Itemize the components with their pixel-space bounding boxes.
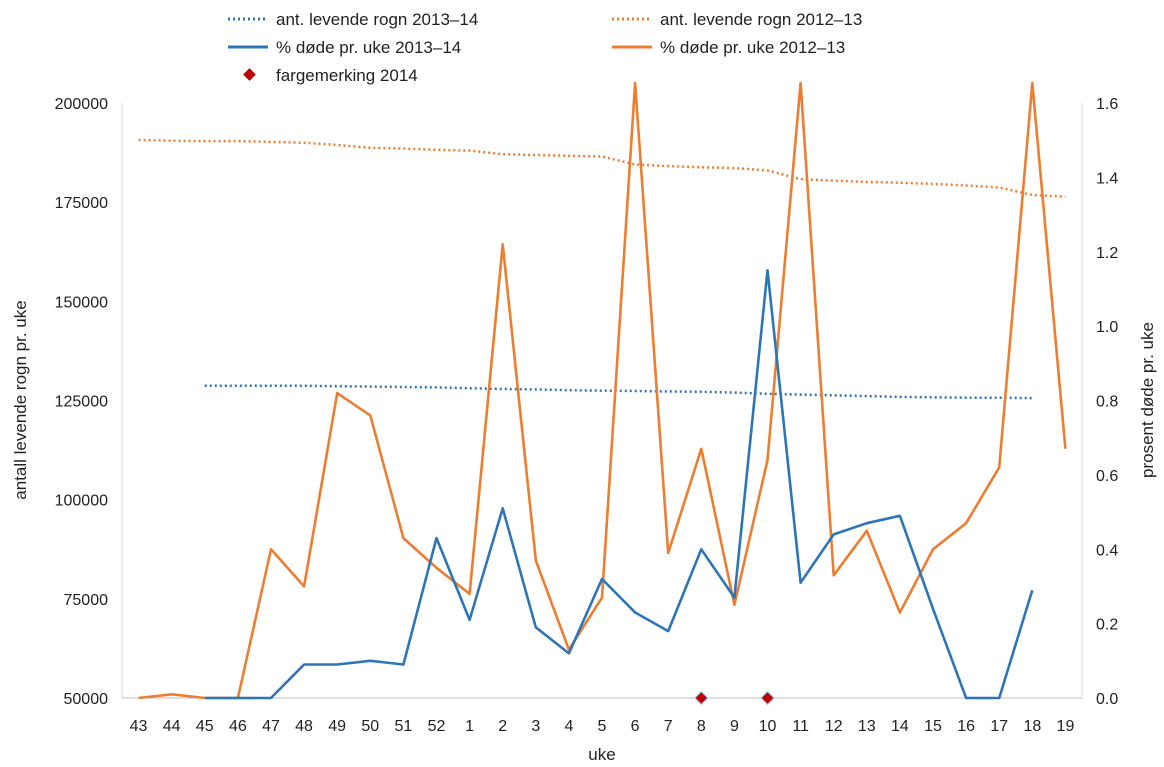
x-tick-label: 8 (697, 718, 706, 735)
y-tick-label-left: 50000 (64, 691, 109, 708)
x-tick-label: 14 (891, 718, 909, 735)
series-line (204, 269, 1034, 700)
y-tick-label-right: 0.8 (1096, 394, 1118, 411)
x-tick-label: 15 (924, 718, 942, 735)
x-tick-label: 12 (825, 718, 843, 735)
y-tick-label-right: 0.0 (1096, 691, 1118, 708)
y-tick-label-right: 0.2 (1096, 617, 1118, 634)
x-tick-label: 4 (564, 718, 573, 735)
legend-label-dode-2013-14: % døde pr. uke 2013–14 (276, 38, 461, 57)
x-tick-label: 50 (361, 718, 379, 735)
legend-swatch-fargemerking (243, 68, 256, 81)
x-tick-label: 16 (957, 718, 975, 735)
legend-label-levende-2012-13: ant. levende rogn 2012–13 (660, 10, 862, 29)
y-axis-title-right: prosent døde pr. uke (1138, 322, 1157, 478)
y-tick-label-left: 175000 (55, 195, 108, 212)
x-tick-label: 11 (792, 718, 809, 735)
marker-point (760, 690, 775, 706)
y-axis-title-left: antall levende rogn pr. uke (11, 300, 30, 499)
y-tick-label-right: 0.6 (1096, 468, 1118, 485)
series-3 (138, 81, 1067, 700)
marker-point (694, 690, 709, 706)
x-tick-label: 44 (163, 718, 181, 735)
x-tick-label: 47 (262, 718, 280, 735)
y-tick-label-left: 150000 (55, 294, 108, 311)
y-tick-label-right: 1.0 (1096, 319, 1118, 336)
series-layer (138, 81, 1067, 706)
x-tick-label: 48 (295, 718, 313, 735)
x-tick-label: 9 (730, 718, 739, 735)
series-4 (694, 690, 775, 706)
x-tick-label: 18 (1023, 718, 1041, 735)
y-tick-label-right: 1.2 (1096, 245, 1118, 262)
x-tick-label: 10 (759, 718, 777, 735)
y-tick-label-left: 75000 (64, 592, 109, 609)
x-tick-label: 19 (1057, 718, 1075, 735)
series-line (138, 81, 1067, 700)
left-axis-ticks: 50000 75000 100000 125000 150000 175000 200000 (55, 96, 108, 708)
y-tick-label-left: 200000 (55, 96, 108, 113)
y-tick-label-left: 125000 (55, 394, 108, 411)
x-tick-label: 17 (990, 718, 1008, 735)
y-tick-label-right: 1.6 (1096, 96, 1118, 113)
legend: ant. levende rogn 2013–14 ant. levende r… (228, 10, 862, 85)
legend-label-levende-2013-14: ant. levende rogn 2013–14 (276, 10, 478, 29)
x-tick-label: 45 (196, 718, 214, 735)
x-tick-label: 46 (229, 718, 247, 735)
x-tick-label: 49 (328, 718, 346, 735)
x-tick-label: 1 (465, 718, 474, 735)
x-tick-label: 51 (394, 718, 412, 735)
x-tick-label: 3 (531, 718, 540, 735)
y-tick-label-right: 0.4 (1096, 542, 1118, 559)
x-tick-label: 5 (598, 718, 607, 735)
x-tick-label: 13 (858, 718, 876, 735)
series-2 (204, 269, 1034, 700)
series-line (204, 384, 1033, 400)
x-axis-title: uke (588, 745, 615, 764)
y-tick-label-right: 1.4 (1096, 170, 1118, 187)
y-tick-label-left: 100000 (55, 493, 108, 510)
legend-label-fargemerking: fargemerking 2014 (276, 66, 418, 85)
x-axis-ticks: 43 44 45 46 47 48 49 50 51 52 1 2 3 4 5 6 7 8 9 10 11 12 13 14 1… (130, 718, 1075, 735)
x-tick-label: 6 (631, 718, 640, 735)
series-line (138, 138, 1066, 198)
x-tick-label: 43 (130, 718, 148, 735)
x-tick-label: 2 (498, 718, 507, 735)
series-0 (204, 384, 1033, 400)
legend-label-dode-2012-13: % døde pr. uke 2012–13 (660, 38, 845, 57)
x-tick-label: 7 (664, 718, 673, 735)
x-tick-label: 52 (428, 718, 446, 735)
right-axis-ticks: 0.0 0.2 0.4 0.6 0.8 1.0 1.2 1.4 1.6 (1096, 96, 1118, 708)
series-1 (138, 138, 1066, 198)
